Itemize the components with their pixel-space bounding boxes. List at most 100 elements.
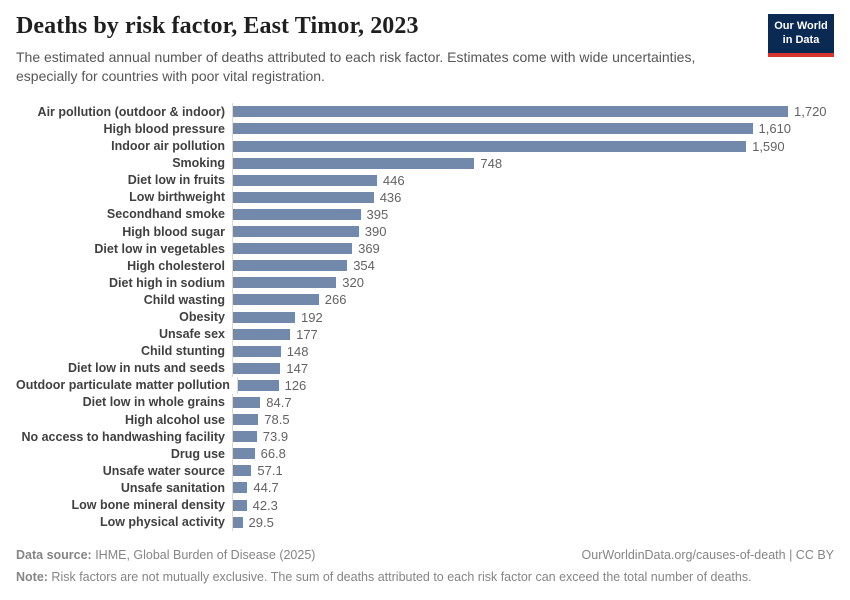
bar-zone: 42.3 <box>232 496 834 514</box>
category-label: Diet low in vegetables <box>94 241 225 256</box>
bar-row: High cholesterol 354 <box>16 257 834 275</box>
data-source: Data source: IHME, Global Burden of Dise… <box>16 546 315 564</box>
bar <box>233 191 374 203</box>
bar-zone: 78.5 <box>232 411 834 429</box>
value-label: 57.1 <box>257 463 283 479</box>
bar-zone: 266 <box>232 291 834 309</box>
bar <box>233 345 281 357</box>
chart-subtitle: The estimated annual number of deaths at… <box>16 48 696 85</box>
category-label: Child wasting <box>143 292 225 307</box>
category-label: Smoking <box>172 156 225 171</box>
owid-logo-text: Our World in Data <box>768 14 834 53</box>
bar-zone: 84.7 <box>232 393 834 412</box>
chart-header: Deaths by risk factor, East Timor, 2023 … <box>0 0 850 87</box>
bar <box>233 414 259 426</box>
bar-row: Drug use 66.8 <box>16 445 834 463</box>
bar-zone: 73.9 <box>232 428 834 446</box>
value-label: 320 <box>342 275 364 291</box>
chart-title: Deaths by risk factor, East Timor, 2023 <box>16 13 419 39</box>
category-label: Diet low in fruits <box>127 173 225 188</box>
value-label: 369 <box>358 241 380 257</box>
bar <box>233 396 261 408</box>
category-label: Secondhand smoke <box>106 207 225 222</box>
owid-url-link[interactable]: OurWorldinData.org/causes-of-death <box>581 547 786 562</box>
value-label: 44.7 <box>253 480 279 496</box>
footer-note-label: Note: <box>16 569 48 584</box>
value-label: 73.9 <box>262 429 289 445</box>
value-label: 390 <box>364 224 387 240</box>
bar <box>237 379 279 391</box>
bar-row: No access to handwashing facility 73.9 <box>16 428 834 446</box>
bar <box>233 362 281 374</box>
license-text: | CC BY <box>785 547 834 562</box>
bar <box>233 157 475 169</box>
category-label: Outdoor particulate matter pollution <box>16 378 230 393</box>
category-label: Unsafe sex <box>158 327 225 342</box>
value-label: 1,720 <box>794 104 827 120</box>
owid-logo[interactable]: Our World in Data <box>768 14 834 57</box>
bar-row: Indoor air pollution 1,590 <box>16 137 834 155</box>
bar-row: Outdoor particulate matter pollution 126 <box>16 376 834 394</box>
bar <box>233 328 291 340</box>
value-label: 29.5 <box>248 514 274 530</box>
bar <box>233 140 747 152</box>
bar-zone: 1,610 <box>232 120 834 138</box>
value-label: 748 <box>480 155 503 171</box>
bar-row: Unsafe water source 57.1 <box>16 462 834 480</box>
bar <box>233 448 255 460</box>
footer-note-text: Risk factors are not mutually exclusive.… <box>47 569 752 584</box>
bar-row: Diet low in fruits 446 <box>16 171 834 189</box>
bar-zone: 748 <box>232 154 834 172</box>
bar-row: Diet low in nuts and seeds 147 <box>16 359 834 377</box>
bar-row: High blood pressure 1,610 <box>16 120 834 138</box>
bar-row: Unsafe sanitation 44.7 <box>16 479 834 497</box>
bar-row: High alcohol use 78.5 <box>16 411 834 429</box>
bar <box>233 311 295 323</box>
bar <box>233 174 377 186</box>
bar-zone: 390 <box>232 223 834 241</box>
bar-row: Secondhand smoke 395 <box>16 205 834 223</box>
category-label: Diet high in sodium <box>109 275 225 290</box>
value-label: 147 <box>286 360 309 376</box>
bar <box>233 294 319 306</box>
bar-row: Smoking 748 <box>16 154 834 172</box>
bar-row: Child stunting 148 <box>16 342 834 360</box>
bar <box>233 123 753 135</box>
bar-zone: 126 <box>236 376 834 394</box>
value-label: 42.3 <box>252 497 278 513</box>
bar-row: Diet high in sodium 320 <box>16 274 834 292</box>
category-label: Low physical activity <box>99 515 225 530</box>
bar <box>233 431 257 443</box>
bar-row: Low bone mineral density 42.3 <box>16 496 834 514</box>
bar-row: Low birthweight 436 <box>16 188 834 206</box>
value-label: 192 <box>301 309 323 325</box>
bar <box>233 465 252 477</box>
bar-zone: 44.7 <box>232 479 834 497</box>
data-source-text: IHME, Global Burden of Disease (2025) <box>91 547 316 562</box>
category-label: Unsafe water source <box>102 463 225 478</box>
bar <box>233 243 353 255</box>
bar <box>233 260 348 272</box>
bar-zone: 148 <box>232 342 834 360</box>
category-label: Child stunting <box>140 344 225 359</box>
value-label: 78.5 <box>264 412 290 428</box>
bar-zone: 1,590 <box>232 137 834 155</box>
value-label: 66.8 <box>260 446 286 462</box>
value-label: 395 <box>366 206 389 222</box>
bar-zone: 192 <box>232 308 834 326</box>
bar-row: Child wasting 266 <box>16 291 834 309</box>
footer-note: Note: Risk factors are not mutually excl… <box>16 568 834 586</box>
bar-zone: 57.1 <box>232 462 834 480</box>
category-label: Indoor air pollution <box>111 139 225 154</box>
bar-row: Low physical activity 29.5 <box>16 513 834 531</box>
bar-chart: Air pollution (outdoor & indoor) 1,720 Hig… <box>16 103 834 531</box>
bar <box>233 106 788 118</box>
value-label: 1,590 <box>752 138 785 154</box>
bar-row: Unsafe sex 177 <box>16 325 834 343</box>
category-label: Diet low in nuts and seeds <box>68 361 225 376</box>
value-label: 354 <box>353 258 375 274</box>
category-label: High alcohol use <box>124 412 225 427</box>
bar-zone: 66.8 <box>232 445 834 463</box>
bar-zone: 446 <box>232 171 834 189</box>
